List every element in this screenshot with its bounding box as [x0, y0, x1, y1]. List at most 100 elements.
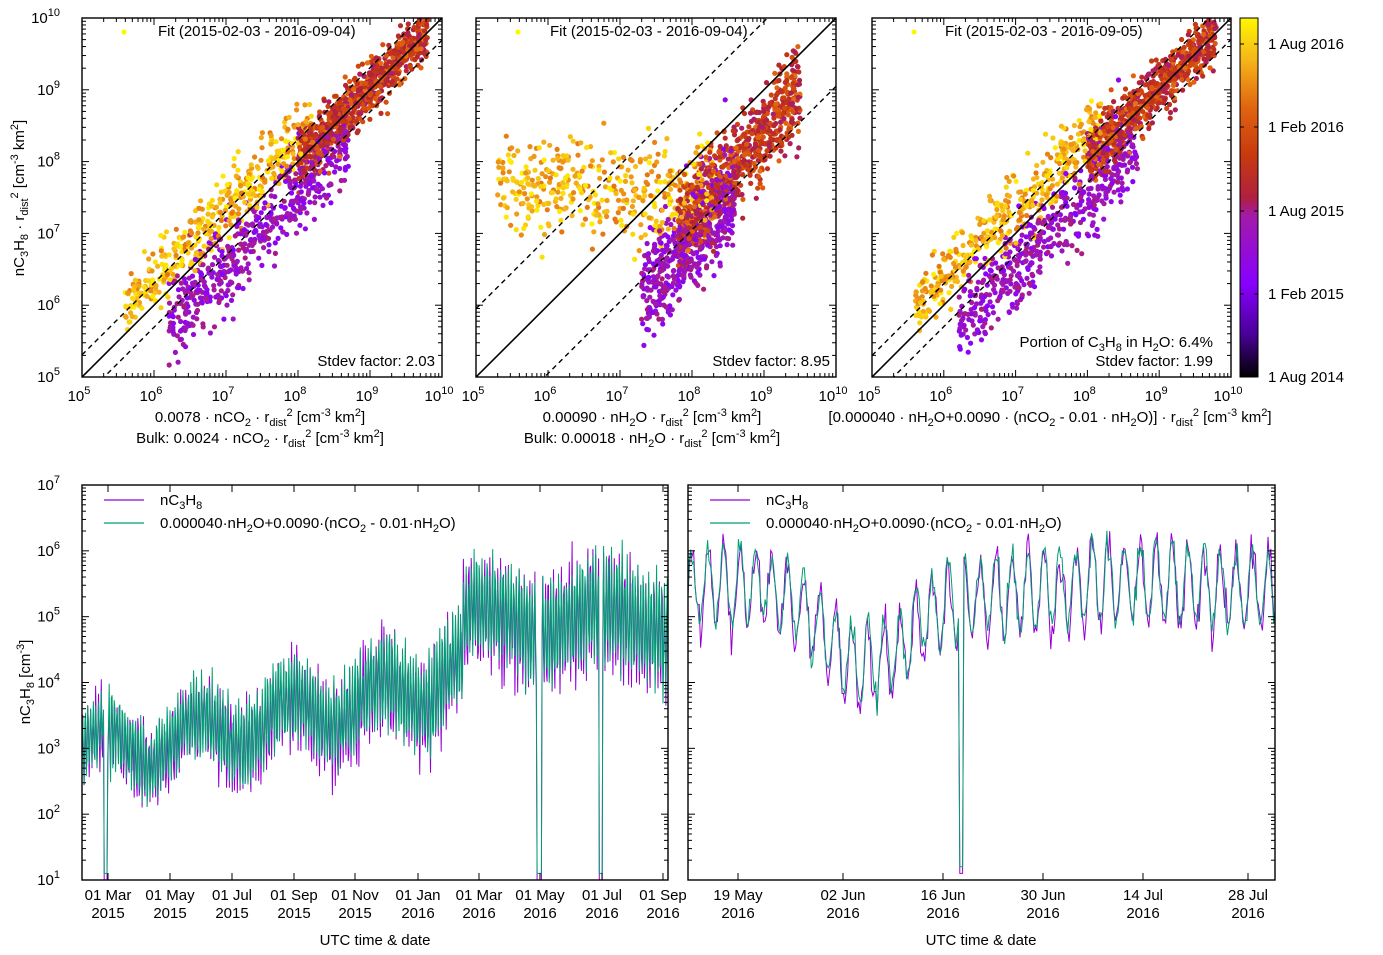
- scatter-point: [607, 175, 613, 181]
- scatter-point: [687, 203, 693, 209]
- scatter-point: [242, 255, 248, 261]
- scatter-point: [1091, 202, 1097, 208]
- scatter-point: [655, 151, 661, 157]
- scatter-point: [1115, 77, 1122, 83]
- scatter-point: [265, 235, 272, 242]
- scatter-point: [332, 103, 338, 110]
- scatter-point: [196, 236, 202, 242]
- scatter-point: [1014, 305, 1020, 311]
- scatter-point: [1044, 151, 1051, 157]
- scatter-point: [196, 225, 202, 231]
- scatter-point: [292, 216, 298, 222]
- scatter-point: [604, 197, 610, 204]
- scatter-point: [558, 217, 564, 223]
- scatter-point: [677, 187, 683, 193]
- scatter-point: [606, 185, 613, 191]
- scatter-point: [1071, 122, 1077, 129]
- scatter-point: [704, 198, 710, 204]
- scatter-point: [966, 316, 972, 323]
- scatter-point: [122, 313, 128, 319]
- scatter-point: [601, 120, 607, 126]
- scatter-point: [740, 215, 746, 221]
- scatter-point: [282, 205, 288, 211]
- scatter-point: [209, 262, 216, 268]
- scatter-point: [1139, 74, 1145, 80]
- scatter-point: [755, 185, 761, 191]
- scatter-point: [306, 101, 313, 108]
- scatter-point: [507, 157, 513, 164]
- scatter-point: [754, 109, 760, 115]
- scatter-point: [303, 118, 309, 125]
- scatter-point: [395, 41, 401, 47]
- scatter-point: [546, 200, 552, 206]
- scatter-point: [163, 262, 169, 268]
- scatter-point: [314, 146, 320, 152]
- scatter-point: [556, 165, 562, 171]
- scatter-point: [1074, 247, 1080, 253]
- scatter-point: [149, 268, 155, 274]
- scatter-point: [739, 125, 745, 131]
- scatter-point: [1185, 77, 1192, 83]
- scatter-point: [166, 313, 172, 319]
- scatter-point: [776, 62, 782, 68]
- scatter-point: [688, 274, 694, 280]
- scatter-point: [191, 297, 197, 303]
- scatter-point: [1003, 198, 1009, 204]
- scatter-point: [600, 231, 606, 237]
- scatter-point: [651, 284, 658, 290]
- scatter-point: [195, 301, 201, 307]
- scatter-point: [663, 220, 669, 226]
- scatter-point: [978, 234, 984, 240]
- scatter-point: [192, 279, 198, 285]
- scatter-point: [231, 252, 237, 258]
- scatter-point: [192, 268, 198, 274]
- scatter-point: [411, 24, 417, 30]
- scatter-point: [1007, 249, 1013, 255]
- scatter-point: [630, 231, 636, 237]
- scatter-point: [977, 221, 983, 227]
- scatter-point: [1019, 278, 1025, 284]
- scatter-point: [218, 217, 224, 224]
- scatter-point: [193, 252, 199, 258]
- scatter-point: [222, 291, 228, 297]
- scatter-point: [1097, 113, 1103, 119]
- scatter-point: [662, 179, 668, 185]
- scatter-point: [978, 337, 985, 343]
- scatter-point: [535, 203, 541, 209]
- scatter-point: [347, 96, 353, 103]
- scatter-point: [770, 111, 776, 117]
- scatter-point: [178, 318, 184, 325]
- scatter-point: [558, 195, 564, 201]
- scatter-point: [683, 163, 690, 169]
- scatter-point: [994, 200, 1000, 206]
- scatter-point: [232, 195, 238, 201]
- scatter-point: [717, 143, 723, 150]
- scatter-point: [1034, 162, 1040, 169]
- scatter-point: [258, 194, 264, 200]
- scatter-point: [704, 263, 710, 269]
- scatter-point: [518, 232, 524, 238]
- scatter-point: [1134, 166, 1140, 172]
- scatter-point: [724, 242, 730, 248]
- scatter-point: [713, 182, 719, 188]
- scatter-point: [324, 140, 330, 146]
- scatter-point: [649, 169, 655, 175]
- scatter-point: [550, 157, 556, 163]
- scatter-point: [1127, 160, 1133, 166]
- scatter-point: [677, 283, 683, 289]
- scatter-point: [297, 222, 303, 228]
- scatter-point: [524, 196, 530, 202]
- scatter-point: [170, 320, 176, 326]
- scatter-point: [206, 240, 212, 246]
- scatter-point: [621, 191, 627, 197]
- scatter-point: [256, 215, 262, 221]
- scatter-point: [327, 181, 334, 187]
- scatter-point: [544, 207, 550, 213]
- scatter-point: [623, 173, 629, 179]
- scatter-point: [1003, 184, 1009, 190]
- scatter-point: [207, 330, 213, 336]
- scatter-point: [788, 119, 795, 125]
- scatter-point: [659, 276, 665, 282]
- scatter-point: [629, 203, 636, 210]
- scatter-point: [357, 116, 363, 122]
